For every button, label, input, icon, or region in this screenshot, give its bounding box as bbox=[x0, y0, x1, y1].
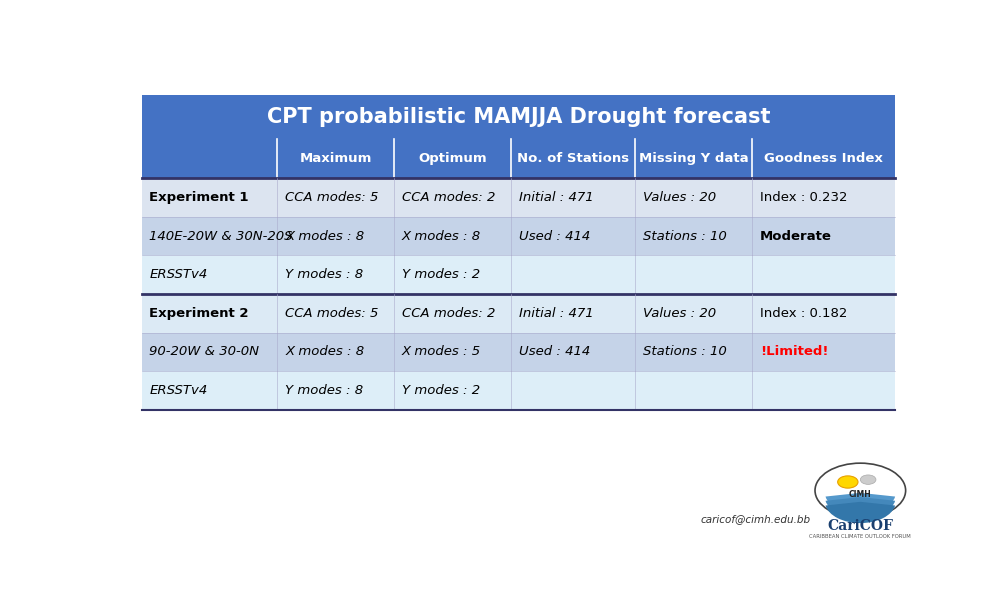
Text: Missing Y data: Missing Y data bbox=[639, 152, 749, 165]
Text: CariCOF: CariCOF bbox=[828, 519, 893, 533]
Text: Index : 0.182: Index : 0.182 bbox=[760, 307, 848, 320]
Text: Moderate: Moderate bbox=[760, 230, 832, 242]
Text: Index : 0.232: Index : 0.232 bbox=[760, 191, 848, 204]
Text: Values : 20: Values : 20 bbox=[643, 307, 717, 320]
Circle shape bbox=[815, 463, 905, 518]
Text: ERSSTv4: ERSSTv4 bbox=[149, 384, 208, 397]
Text: Values : 20: Values : 20 bbox=[643, 191, 717, 204]
Text: caricof@cimh.edu.bb: caricof@cimh.edu.bb bbox=[701, 513, 810, 524]
Text: Y modes : 2: Y modes : 2 bbox=[402, 268, 480, 281]
Text: Used : 414: Used : 414 bbox=[519, 230, 590, 242]
Text: X modes : 8: X modes : 8 bbox=[285, 230, 364, 242]
Text: Y modes : 8: Y modes : 8 bbox=[285, 384, 363, 397]
Wedge shape bbox=[826, 493, 895, 514]
Text: Optimum: Optimum bbox=[418, 152, 487, 165]
Wedge shape bbox=[826, 497, 895, 518]
Text: !Limited!: !Limited! bbox=[760, 345, 829, 359]
Text: X modes : 8: X modes : 8 bbox=[402, 230, 481, 242]
Text: Goodness Index: Goodness Index bbox=[764, 152, 883, 165]
Circle shape bbox=[838, 476, 858, 488]
Text: Used : 414: Used : 414 bbox=[519, 345, 590, 359]
Text: CCA modes: 2: CCA modes: 2 bbox=[402, 307, 495, 320]
Text: ERSSTv4: ERSSTv4 bbox=[149, 268, 208, 281]
Text: 90-20W & 30-0N: 90-20W & 30-0N bbox=[149, 345, 259, 359]
Text: X modes : 8: X modes : 8 bbox=[285, 345, 364, 359]
Text: X modes : 5: X modes : 5 bbox=[402, 345, 481, 359]
Text: CCA modes: 5: CCA modes: 5 bbox=[285, 191, 379, 204]
Text: No. of Stations: No. of Stations bbox=[517, 152, 629, 165]
Wedge shape bbox=[826, 502, 895, 523]
Bar bbox=[141, 255, 895, 294]
Text: CCA modes: 5: CCA modes: 5 bbox=[285, 307, 379, 320]
Text: Stations : 10: Stations : 10 bbox=[643, 345, 727, 359]
Bar bbox=[141, 178, 895, 217]
Circle shape bbox=[860, 475, 876, 484]
Bar bbox=[141, 95, 895, 140]
Text: CPT probabilistic MAMJJA Drought forecast: CPT probabilistic MAMJJA Drought forecas… bbox=[267, 107, 770, 127]
Text: 140E-20W & 30N-20S: 140E-20W & 30N-20S bbox=[149, 230, 293, 242]
Text: Maximum: Maximum bbox=[299, 152, 372, 165]
Bar bbox=[141, 332, 895, 371]
Text: Y modes : 8: Y modes : 8 bbox=[285, 268, 363, 281]
Bar bbox=[141, 294, 895, 332]
Text: Initial : 471: Initial : 471 bbox=[519, 191, 594, 204]
Text: Experiment 2: Experiment 2 bbox=[149, 307, 249, 320]
Text: Initial : 471: Initial : 471 bbox=[519, 307, 594, 320]
Text: CIMH: CIMH bbox=[849, 490, 872, 499]
Bar bbox=[141, 371, 895, 410]
Text: Stations : 10: Stations : 10 bbox=[643, 230, 727, 242]
Text: CCA modes: 2: CCA modes: 2 bbox=[402, 191, 495, 204]
Text: Experiment 1: Experiment 1 bbox=[149, 191, 249, 204]
Text: CARIBBEAN CLIMATE OUTLOOK FORUM: CARIBBEAN CLIMATE OUTLOOK FORUM bbox=[809, 534, 911, 539]
Bar bbox=[141, 140, 895, 178]
Text: Y modes : 2: Y modes : 2 bbox=[402, 384, 480, 397]
Bar bbox=[141, 217, 895, 255]
